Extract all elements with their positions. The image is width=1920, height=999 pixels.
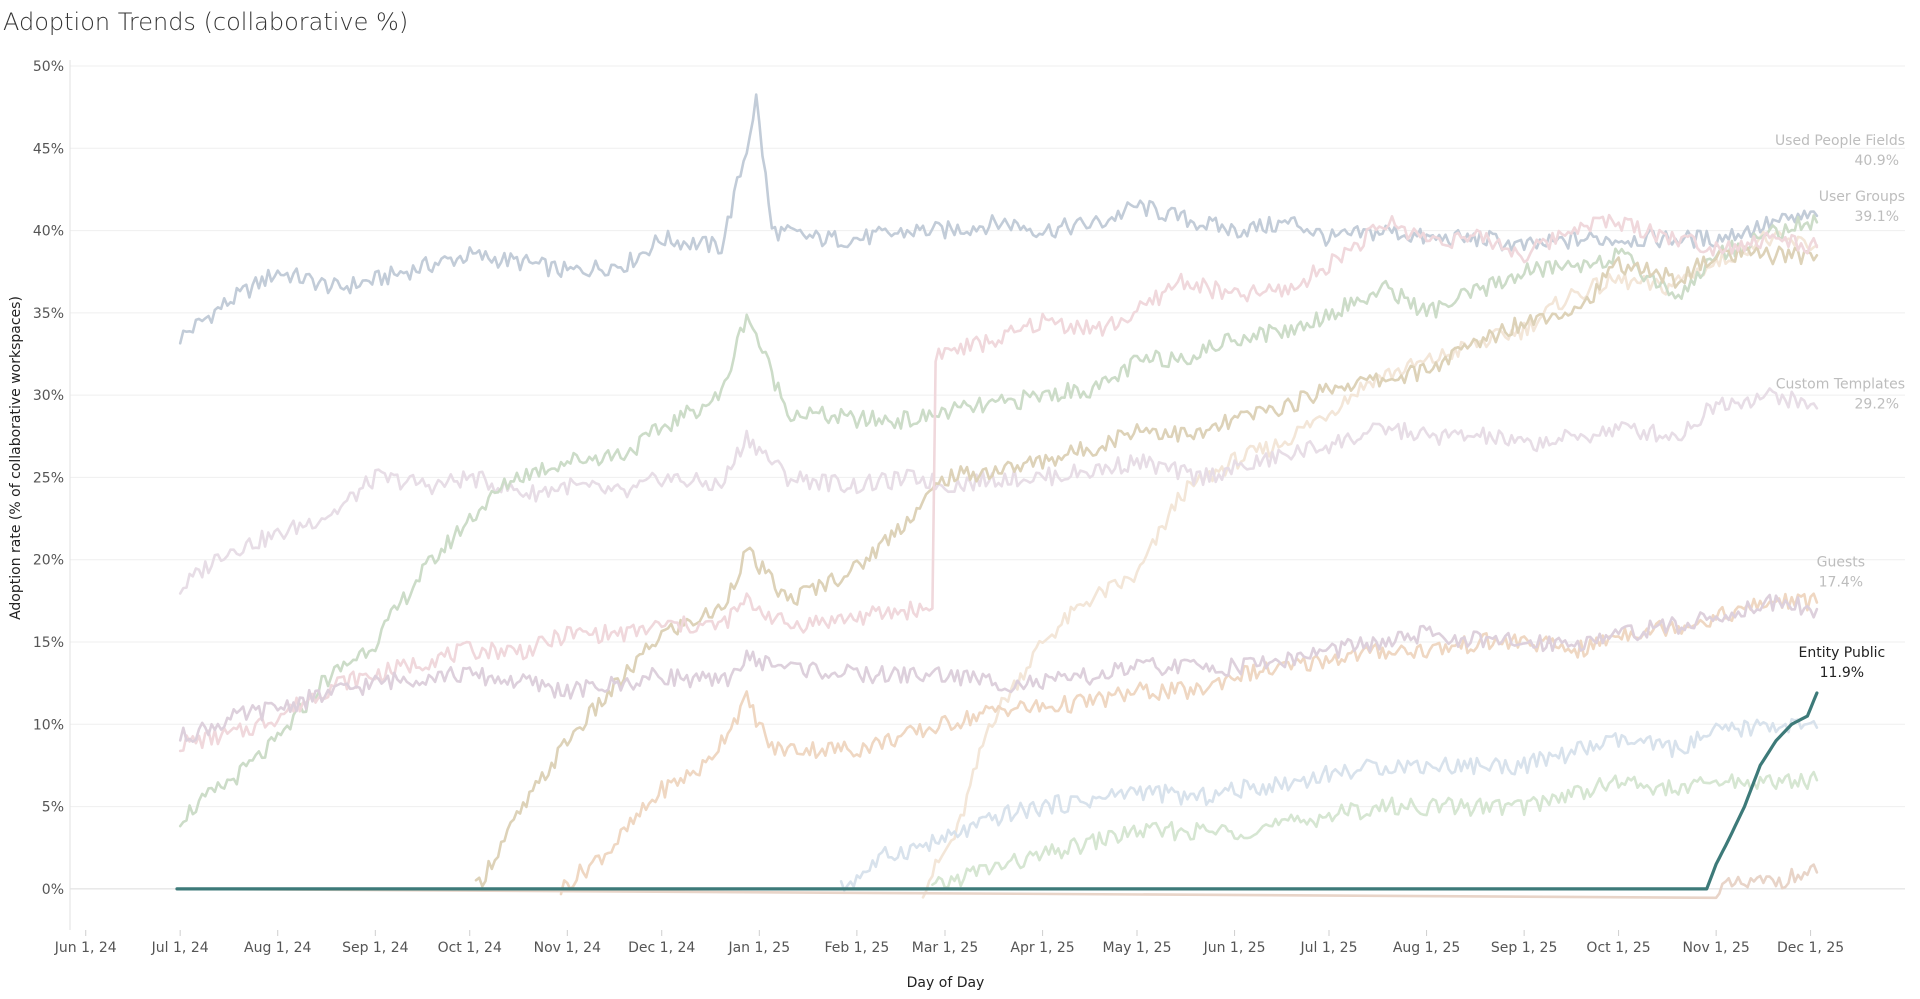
series-line-series-f (474, 245, 1819, 888)
series-line-guests (559, 592, 1819, 896)
y-tick-label: 15% (33, 635, 64, 651)
series-line-custom-templates (178, 387, 1819, 595)
x-tick-label: Apr 1, 25 (1010, 940, 1074, 956)
y-tick-label: 5% (42, 800, 64, 816)
series-line-used-people-fields (178, 93, 1819, 345)
series-line-series-k (175, 863, 1819, 900)
x-tick-label: Dec 1, 25 (1777, 940, 1844, 956)
x-tick-label: Nov 1, 24 (534, 940, 601, 956)
series-value-used-people-fields: 40.9% (1855, 153, 1899, 169)
x-tick-label: Aug 1, 24 (244, 940, 312, 956)
x-tick-label: Dec 1, 24 (628, 940, 695, 956)
y-tick-label: 40% (33, 224, 64, 240)
series-label-entity-public: Entity Public (1798, 645, 1885, 661)
series-line-series-i (839, 717, 1819, 892)
y-tick-label: 20% (33, 553, 64, 569)
x-tick-label: Jul 1, 24 (151, 940, 209, 956)
series-line-series-j (931, 770, 1819, 890)
x-tick-label: Mar 1, 25 (912, 940, 979, 956)
x-tick-label: Feb 1, 25 (824, 940, 889, 956)
x-tick-label: Aug 1, 25 (1393, 940, 1460, 956)
x-tick-label: May 1, 25 (1102, 940, 1171, 956)
x-tick-label: Oct 1, 25 (1586, 940, 1650, 956)
x-tick-label: Jan 1, 25 (727, 940, 790, 956)
y-axis-title: Adoption rate (% of collaborative worksp… (8, 296, 24, 620)
x-tick-label: Sep 1, 24 (342, 940, 409, 956)
series-line-series-e (178, 214, 1819, 828)
series-value-user-groups: 39.1% (1855, 209, 1899, 225)
y-tick-label: 45% (33, 141, 64, 157)
y-tick-label: 0% (42, 882, 64, 898)
y-tick-label: 10% (33, 717, 64, 733)
x-tick-label: Jun 1, 25 (1203, 940, 1266, 956)
x-tick-label: Jun 1, 24 (54, 940, 117, 956)
x-axis-title: Day of Day (907, 975, 985, 991)
x-tick-label: Jul 1, 25 (1300, 940, 1358, 956)
series-value-entity-public: 11.9% (1820, 665, 1864, 681)
series-line-series-g (178, 213, 1819, 753)
y-tick-label: 50% (33, 59, 64, 75)
series-label-guests: Guests (1817, 554, 1865, 570)
series-label-used-people-fields: Used People Fields (1775, 133, 1905, 149)
x-tick-label: Oct 1, 24 (438, 940, 502, 956)
series-value-custom-templates: 29.2% (1855, 397, 1899, 413)
chart-title: Adoption Trends (collaborative %) (3, 8, 409, 36)
y-tick-label: 30% (33, 388, 64, 404)
series-line-series-h (178, 593, 1819, 743)
y-tick-label: 35% (33, 306, 64, 322)
x-tick-label: Sep 1, 25 (1491, 940, 1557, 956)
series-label-user-groups: User Groups (1819, 189, 1905, 205)
series-line-entity-public (175, 691, 1819, 891)
x-tick-label: Nov 1, 25 (1682, 940, 1749, 956)
series-label-custom-templates: Custom Templates (1776, 377, 1905, 393)
series-line-user-groups (921, 230, 1819, 899)
series-value-guests: 17.4% (1819, 574, 1863, 590)
y-tick-label: 25% (33, 470, 64, 486)
